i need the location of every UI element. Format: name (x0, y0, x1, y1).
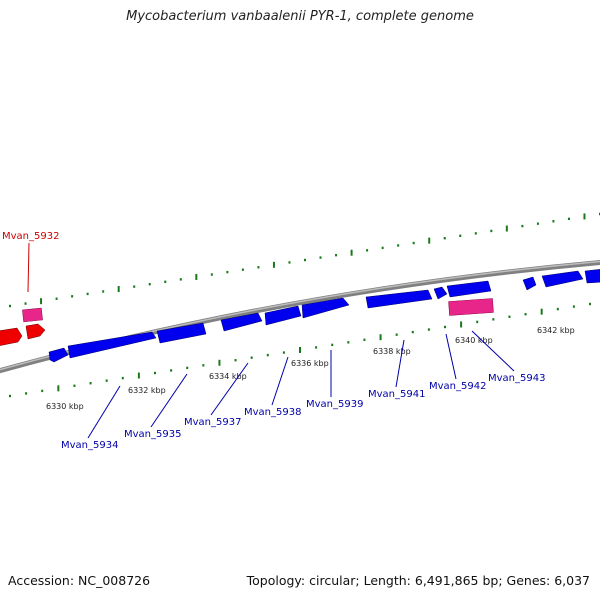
kbp-label: 6330 kbp (46, 402, 84, 411)
reverse-genes (0, 323, 46, 346)
genome-title: Mycobacterium vanbaalenii PYR-1, complet… (126, 9, 474, 24)
gene-label[interactable]: Mvan_5941 (368, 389, 425, 400)
gene-arrow (365, 289, 433, 309)
gene-leader-line (271, 356, 289, 406)
gene-label[interactable]: Mvan_5934 (61, 440, 118, 451)
gene-arrow (522, 276, 537, 291)
gene-leader-line (27, 242, 30, 293)
gene-leader-line (210, 362, 249, 416)
gene-arrow (48, 347, 69, 363)
lower-tick-track (9, 302, 591, 398)
gene-label[interactable]: Mvan_5932 (2, 231, 59, 242)
genome-summary: Topology: circular; Length: 6,491,865 bp… (246, 573, 590, 588)
rna-genes (22, 298, 494, 323)
kbp-label: 6336 kbp (291, 359, 329, 368)
gene-arrow (446, 280, 492, 298)
rna-gene (22, 307, 43, 323)
gene-arrow (67, 331, 157, 359)
gene-leader-line (87, 385, 121, 439)
gene-label[interactable]: Mvan_5943 (488, 373, 545, 384)
upper-tick-track (9, 212, 600, 308)
gene-leader-line (395, 339, 405, 388)
accession-text: Accession: NC_008726 (8, 573, 151, 588)
forward-genes (48, 269, 600, 363)
gene-labels: Mvan_5932Mvan_5934Mvan_5935Mvan_5937Mvan… (2, 231, 545, 451)
gene-label[interactable]: Mvan_5939 (306, 399, 363, 410)
kbp-label: 6332 kbp (128, 386, 166, 395)
gene-leader-line (445, 333, 457, 380)
gene-label[interactable]: Mvan_5935 (124, 429, 181, 440)
gene-arrow (156, 322, 207, 344)
kbp-labels: 6330 kbp 6332 kbp 6334 kbp 6336 kbp 6338 kbp… (46, 326, 575, 411)
kbp-label: 6334 kbp (209, 372, 247, 381)
rna-gene (448, 298, 494, 316)
kbp-label: 6342 kbp (537, 326, 575, 335)
gene-arrow (25, 323, 46, 340)
gene-leader-line (471, 330, 515, 372)
gene-label[interactable]: Mvan_5937 (184, 417, 241, 428)
gene-arrow (433, 286, 448, 300)
gene-arrow (220, 312, 263, 332)
gene-label[interactable]: Mvan_5938 (244, 407, 301, 418)
gene-arrow (584, 269, 600, 284)
gene-leader-line (150, 373, 188, 428)
gene-arrow (301, 297, 350, 319)
kbp-label: 6340 kbp (455, 336, 493, 345)
gene-label[interactable]: Mvan_5942 (429, 381, 486, 392)
gene-arrow (264, 305, 302, 326)
gene-arrow (0, 327, 23, 346)
gene-arrow (541, 270, 584, 288)
kbp-label: 6338 kbp (373, 347, 411, 356)
